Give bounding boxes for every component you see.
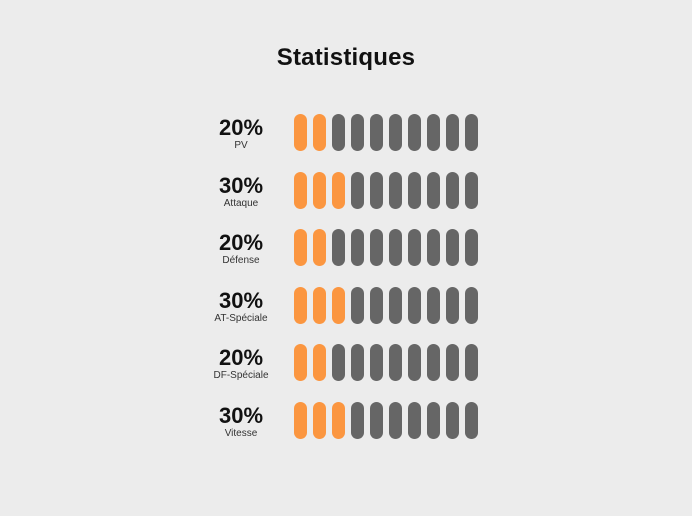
pill-empty: [351, 171, 364, 209]
pill-empty: [446, 344, 459, 381]
pill-empty: [465, 286, 478, 324]
pill-filled: [313, 401, 326, 439]
page-title: Statistiques: [276, 44, 416, 71]
pill-filled: [313, 344, 326, 381]
pill-empty: [389, 286, 402, 324]
pill-filled: [294, 286, 307, 324]
pill-empty: [332, 344, 345, 381]
pill-empty: [408, 171, 421, 209]
pill-empty: [446, 229, 459, 266]
pill-empty: [370, 344, 383, 381]
pill-filled: [332, 401, 345, 439]
stat-name: Vitesse: [224, 427, 258, 439]
pill-empty: [370, 401, 383, 439]
stat-label: 20% Défense: [205, 229, 277, 267]
pill-empty: [389, 229, 402, 266]
pill-filled: [294, 229, 307, 266]
stat-label: 30% Attaque: [205, 172, 277, 210]
pill-empty: [427, 401, 440, 439]
pill-empty: [389, 344, 402, 381]
pill-empty: [370, 114, 383, 151]
pill-filled: [332, 286, 345, 324]
pill-empty: [370, 229, 383, 266]
stat-name: PV: [234, 140, 248, 151]
pill-empty: [408, 114, 421, 151]
pill-empty: [370, 286, 383, 324]
pill-filled: [313, 229, 326, 266]
pill-empty: [446, 401, 459, 439]
pill-empty: [465, 171, 478, 209]
pill-empty: [408, 286, 421, 324]
pill-empty: [332, 114, 345, 151]
pill-filled: [313, 286, 326, 324]
pill-filled: [313, 171, 326, 209]
pill-empty: [351, 401, 364, 439]
pill-empty: [446, 171, 459, 209]
stat-label: 30% Vitesse: [205, 402, 277, 440]
pill-filled: [294, 401, 307, 439]
pill-empty: [408, 229, 421, 266]
stat-label: 20% DF-Spéciale: [205, 344, 277, 382]
pill-filled: [294, 344, 307, 381]
pill-empty: [427, 229, 440, 266]
pill-empty: [389, 114, 402, 151]
stat-percent: 30%: [218, 172, 264, 198]
stat-percent: 30%: [218, 402, 264, 428]
stat-label: 20% PV: [205, 114, 277, 152]
pill-empty: [465, 401, 478, 439]
pill-filled: [294, 171, 307, 209]
stat-percent: 30%: [218, 287, 264, 313]
pill-empty: [427, 344, 440, 381]
pill-empty: [427, 114, 440, 151]
pill-empty: [332, 229, 345, 266]
pill-empty: [351, 114, 364, 151]
pill-empty: [427, 286, 440, 324]
pill-empty: [446, 114, 459, 151]
pill-empty: [465, 114, 478, 151]
pill-empty: [408, 344, 421, 381]
pill-empty: [370, 171, 383, 209]
pill-filled: [294, 114, 307, 151]
stat-name: Défense: [222, 255, 260, 266]
pill-empty: [389, 171, 402, 209]
pill-empty: [446, 286, 459, 324]
pill-empty: [351, 344, 364, 381]
pill-empty: [351, 229, 364, 266]
pill-empty: [465, 344, 478, 381]
stat-name: Attaque: [223, 197, 259, 209]
stat-name: DF-Spéciale: [213, 370, 269, 381]
pill-empty: [408, 401, 421, 439]
pill-empty: [351, 286, 364, 324]
pill-empty: [389, 401, 402, 439]
stat-name: AT-Spéciale: [214, 312, 268, 324]
stat-percent: 20%: [218, 115, 264, 140]
stat-label: 30% AT-Spéciale: [205, 287, 277, 325]
pill-filled: [313, 114, 326, 151]
stat-percent: 20%: [218, 230, 264, 255]
stat-percent: 20%: [218, 345, 264, 370]
pill-filled: [332, 171, 345, 209]
pill-empty: [427, 171, 440, 209]
pill-empty: [465, 229, 478, 266]
